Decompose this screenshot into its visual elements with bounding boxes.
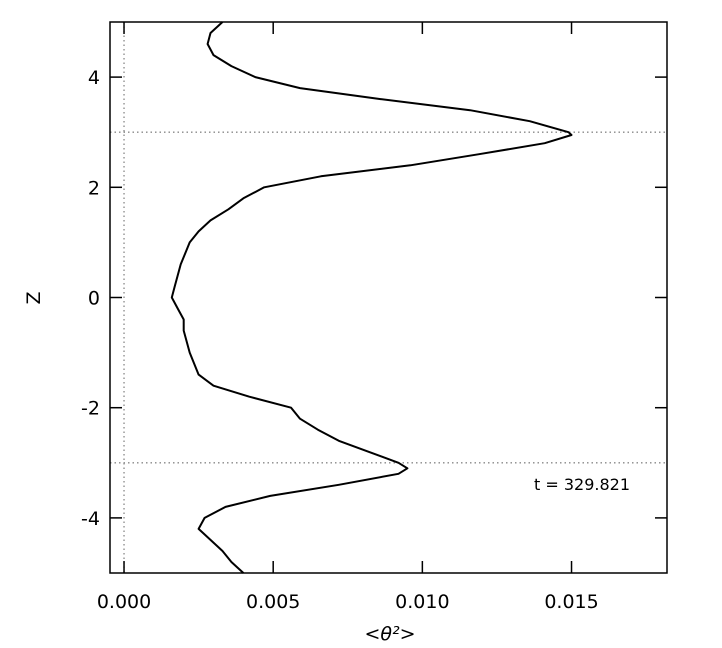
y-tick-label: 4 <box>88 67 100 89</box>
annotation: t = 329.821 <box>534 475 630 494</box>
x-axis-label: <θ²> <box>364 623 415 645</box>
x-tick-label: 0.015 <box>544 591 598 613</box>
x-tick-label: 0.005 <box>246 591 300 613</box>
profile-line <box>170 21 573 574</box>
y-axis-label: Z <box>23 291 45 304</box>
y-tick-label: 0 <box>88 288 100 310</box>
y-tick-label: -2 <box>81 398 100 420</box>
y-tick-label: 2 <box>88 177 100 199</box>
x-tick-label: 0.000 <box>97 591 151 613</box>
y-tick-label: -4 <box>81 508 100 530</box>
x-tick-label: 0.010 <box>395 591 449 613</box>
